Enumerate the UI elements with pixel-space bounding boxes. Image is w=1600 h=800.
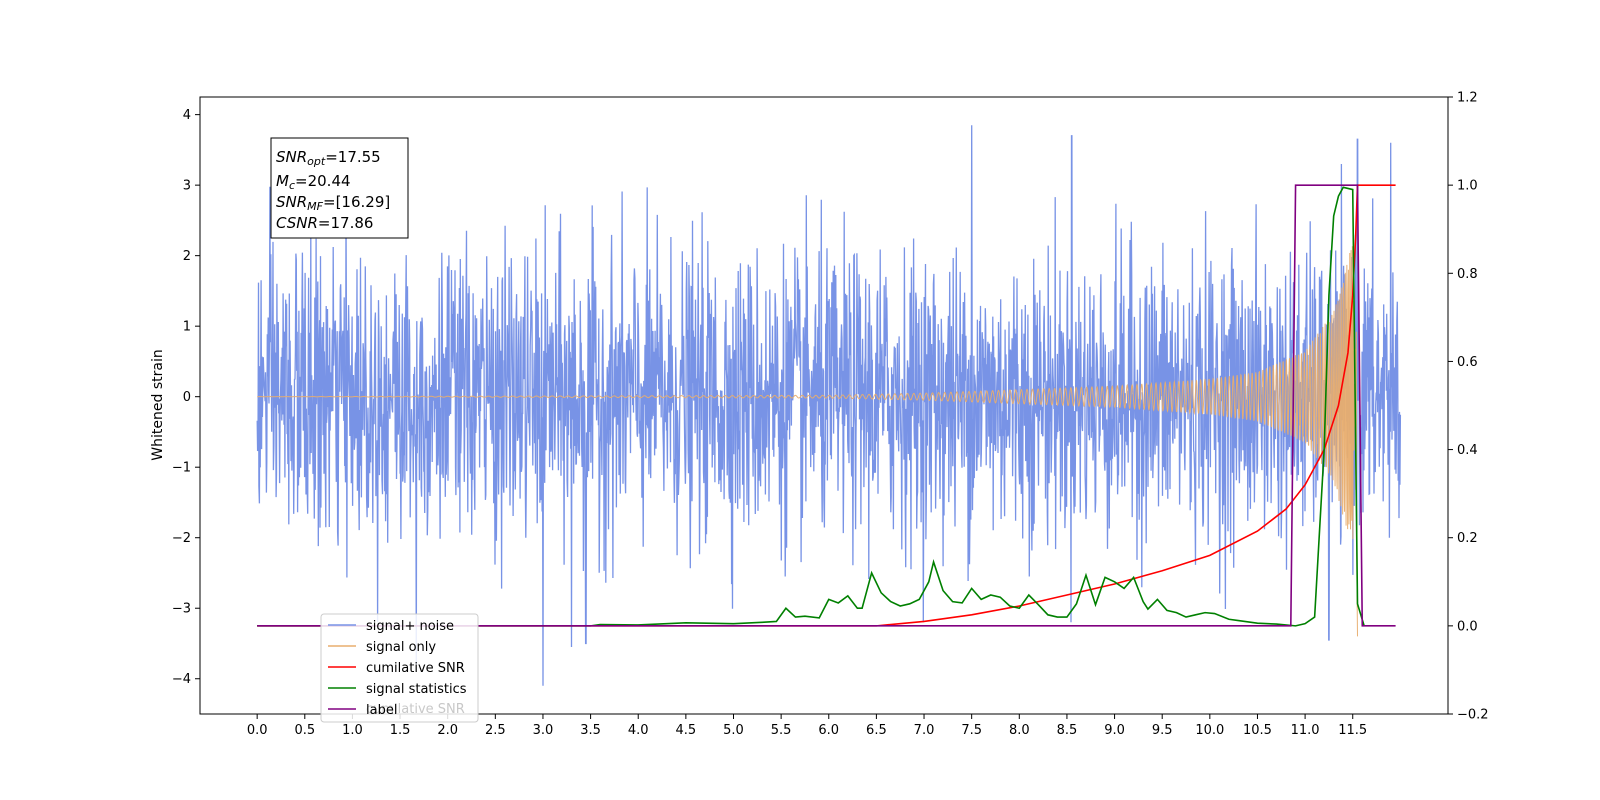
y-tick-label-0: 4	[183, 108, 191, 123]
info-csnr-value: =17.86	[318, 214, 374, 232]
x-tick-label-22: 11.0	[1291, 723, 1320, 738]
y2-tick-label-3: 0.6	[1457, 355, 1478, 370]
x-tick-label-10: 5.0	[723, 723, 744, 738]
x-tick-label-5: 2.5	[485, 723, 506, 738]
info-snr-opt-value: =17.55	[325, 148, 381, 166]
info-snr-opt-base: SNR	[276, 148, 307, 166]
info-csnr: CSNR=17.86	[276, 214, 373, 232]
x-tick-label-21: 10.5	[1243, 723, 1272, 738]
info-snr-opt: SNRopt=17.55	[276, 148, 381, 168]
y-axis-label: Whitened strain	[150, 349, 166, 460]
y-tick-label-4: 0	[183, 390, 191, 405]
plot-area	[256, 125, 1402, 686]
x-tick-label-18: 9.0	[1104, 723, 1125, 738]
y2-tick-label-6: 0.0	[1457, 619, 1478, 634]
y2-tick-label-5: 0.2	[1457, 531, 1478, 546]
x-tick-label-16: 8.0	[1009, 723, 1030, 738]
x-tick-label-14: 7.0	[914, 723, 935, 738]
y-tick-label-6: −2	[172, 531, 191, 546]
info-mc-base: M	[276, 172, 289, 190]
y-tick-label-8: −4	[172, 672, 191, 687]
y2-tick-label-4: 0.4	[1457, 443, 1478, 458]
x-tick-label-4: 2.0	[437, 723, 458, 738]
legend-ghost-text: cumilative SNR	[366, 702, 465, 717]
x-tick-label-8: 4.0	[628, 723, 649, 738]
x-tick-label-23: 11.5	[1338, 723, 1367, 738]
y-tick-label-7: −3	[172, 602, 191, 617]
x-tick-label-19: 9.5	[1152, 723, 1173, 738]
x-tick-label-6: 3.0	[533, 723, 554, 738]
y-tick-label-3: 1	[183, 320, 191, 335]
info-box-frame	[270, 137, 409, 239]
y2-tick-label-0: 1.2	[1457, 91, 1478, 106]
info-mc-value: =20.44	[295, 172, 351, 190]
y2-tick-label-1: 1.0	[1457, 179, 1478, 194]
info-snr-mf: SNRMF=[16.29]	[276, 193, 390, 213]
legend-label-label: label	[366, 703, 397, 718]
series-label-line	[257, 184, 1396, 627]
y-tick-label-2: 2	[183, 249, 191, 264]
y2-tick-label-2: 0.8	[1457, 267, 1478, 282]
x-axis: 0.0 0.5 1.0 1.5 2.0 2.5 3.0 3.5 4.0 4.5 5.0 5.5 6.0 6…	[247, 714, 1367, 738]
y-axis-left: 4 3 2 1 0 −1 −2 −3 −4	[172, 108, 200, 687]
info-mc-sub: c	[289, 179, 295, 192]
info-snr-mf-value: =[16.29]	[323, 193, 390, 211]
y-tick-label-1: 3	[183, 179, 191, 194]
x-tick-label-11: 5.5	[771, 723, 792, 738]
x-tick-label-20: 10.0	[1195, 723, 1224, 738]
y-tick-label-5: −1	[172, 461, 191, 476]
x-tick-label-17: 8.5	[1057, 723, 1078, 738]
plot-frame	[199, 96, 1449, 715]
x-tick-label-0: 0.0	[247, 723, 268, 738]
series-signal-statistics-line	[257, 186, 1365, 627]
legend-label-signal-only: signal only	[366, 640, 436, 655]
x-tick-label-12: 6.0	[818, 723, 839, 738]
legend: cumilative SNR signal+ noise signal only…	[320, 613, 479, 723]
info-snr-mf-base: SNR	[276, 193, 307, 211]
legend-label-signal-noise: signal+ noise	[366, 619, 454, 634]
x-tick-label-13: 6.5	[866, 723, 887, 738]
info-snr-mf-sub: MF	[307, 200, 323, 213]
info-box: SNRopt=17.55 Mc=20.44 SNRMF=[16.29] CSNR…	[270, 137, 409, 239]
legend-label-signal-statistics: signal statistics	[366, 682, 467, 697]
series-signal-noise-line	[256, 125, 1402, 686]
series-layer	[256, 125, 1402, 686]
series-signal-only-line	[257, 246, 1358, 637]
info-mc: Mc=20.44	[276, 172, 351, 192]
x-tick-label-15: 7.5	[961, 723, 982, 738]
y-axis-right: 1.2 1.0 0.8 0.6 0.4 0.2 0.0 −0.2	[1448, 91, 1489, 723]
legend-frame	[320, 613, 479, 723]
x-tick-label-2: 1.0	[342, 723, 363, 738]
x-tick-label-1: 0.5	[294, 723, 315, 738]
series-cumulative-snr-line	[257, 184, 1396, 627]
x-tick-label-9: 4.5	[676, 723, 697, 738]
legend-label-cumulative-snr: cumilative SNR	[366, 661, 465, 676]
y2-tick-label-7: −0.2	[1457, 708, 1489, 723]
x-tick-label-7: 3.5	[580, 723, 601, 738]
info-csnr-base: CSNR	[276, 214, 318, 232]
info-snr-opt-sub: opt	[307, 155, 326, 168]
x-tick-label-3: 1.5	[390, 723, 411, 738]
